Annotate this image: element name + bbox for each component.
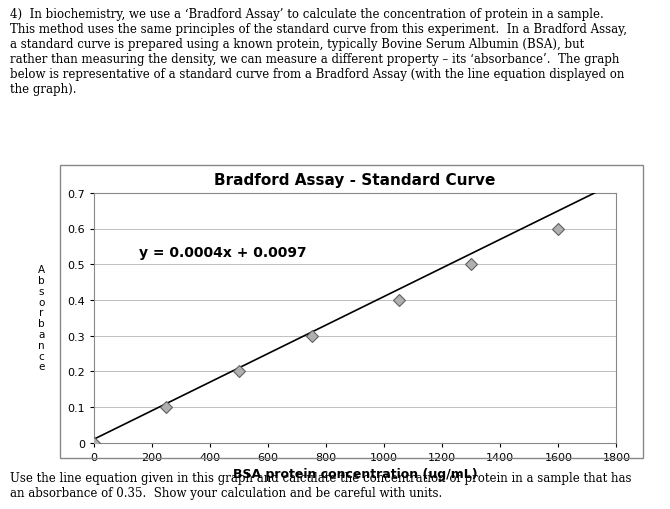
Text: A
b
s
o
r
b
a
n
c
e: A b s o r b a n c e: [38, 265, 45, 372]
Text: y = 0.0004x + 0.0097: y = 0.0004x + 0.0097: [139, 245, 306, 259]
X-axis label: BSA protein concentration (ug/mL): BSA protein concentration (ug/mL): [232, 467, 478, 480]
Title: Bradford Assay - Standard Curve: Bradford Assay - Standard Curve: [214, 173, 496, 188]
Text: 4)  In biochemistry, we use a ‘Bradford Assay’ to calculate the concentration of: 4) In biochemistry, we use a ‘Bradford A…: [10, 8, 627, 96]
Text: Use the line equation given in this graph and calculate the concentration of pro: Use the line equation given in this grap…: [10, 471, 632, 499]
